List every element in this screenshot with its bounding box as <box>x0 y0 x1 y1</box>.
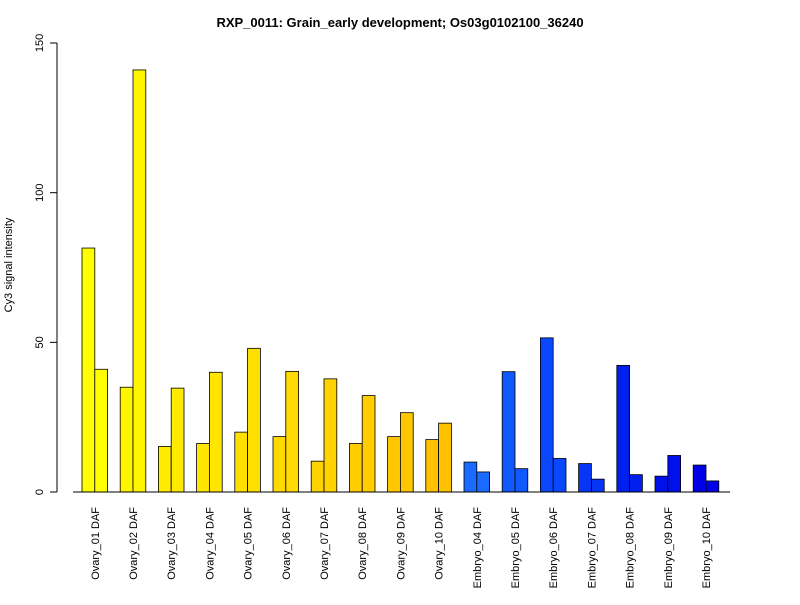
bar <box>348 443 363 493</box>
bar <box>616 364 630 493</box>
bar <box>285 370 299 493</box>
bar <box>247 347 261 493</box>
bar <box>310 460 325 493</box>
bar <box>540 337 554 493</box>
bar <box>399 412 414 493</box>
bar <box>654 475 669 493</box>
bar <box>476 471 490 493</box>
bar <box>387 436 401 493</box>
bar <box>514 468 529 493</box>
x-tick-label: Embryo_10 DAF <box>701 507 713 589</box>
x-tick-label: Embryo_08 DAF <box>625 507 637 589</box>
x-tick-label: Ovary_09 DAF <box>395 507 407 580</box>
bar <box>272 436 287 493</box>
y-tick-label: 100 <box>34 183 46 201</box>
x-tick-label: Ovary_05 DAF <box>243 507 255 580</box>
x-tick-label: Embryo_04 DAF <box>472 507 484 589</box>
bar <box>157 446 172 493</box>
bar <box>552 458 567 493</box>
bar <box>196 443 210 493</box>
bar <box>629 474 643 493</box>
bar <box>361 395 376 493</box>
y-axis: 0 50 100 150 <box>34 34 58 495</box>
bar <box>578 463 592 493</box>
bar <box>463 461 478 493</box>
chart-title: RXP_0011: Grain_early development; Os03g… <box>216 15 583 30</box>
x-tick-label: Ovary_10 DAF <box>434 507 446 580</box>
bar <box>119 386 134 493</box>
bar <box>94 368 109 493</box>
bar <box>132 69 147 493</box>
bar <box>170 387 185 493</box>
x-tick-label: Embryo_09 DAF <box>663 507 675 589</box>
bar <box>208 371 223 493</box>
x-tick-labels: Ovary_01 DAF Ovary_02 DAF Ovary_03 DAF Ovar… <box>90 507 713 589</box>
x-tick-label: Embryo_07 DAF <box>586 507 598 589</box>
bar <box>705 480 720 493</box>
bars-group <box>81 69 720 493</box>
x-tick-label: Ovary_06 DAF <box>281 507 293 580</box>
y-tick-label: 50 <box>34 336 46 348</box>
bar <box>591 478 605 493</box>
x-tick-label: Ovary_08 DAF <box>357 507 369 580</box>
x-tick-label: Ovary_01 DAF <box>90 507 102 580</box>
x-tick-label: Ovary_02 DAF <box>128 507 140 580</box>
y-tick-label: 0 <box>34 489 46 495</box>
x-tick-label: Embryo_06 DAF <box>548 507 560 589</box>
bar <box>438 422 452 493</box>
y-tick-label: 150 <box>34 34 46 52</box>
x-tick-label: Ovary_04 DAF <box>204 507 216 580</box>
x-tick-label: Embryo_05 DAF <box>510 507 522 589</box>
bar <box>323 378 338 493</box>
x-tick-label: Ovary_03 DAF <box>166 507 178 580</box>
y-axis-label: Cy3 signal intensity <box>3 217 15 312</box>
bar <box>667 455 681 493</box>
bar <box>692 464 707 493</box>
bar <box>234 431 249 493</box>
bar <box>425 439 439 493</box>
bar <box>81 247 96 493</box>
bar <box>501 371 516 493</box>
x-tick-label: Ovary_07 DAF <box>319 507 331 580</box>
